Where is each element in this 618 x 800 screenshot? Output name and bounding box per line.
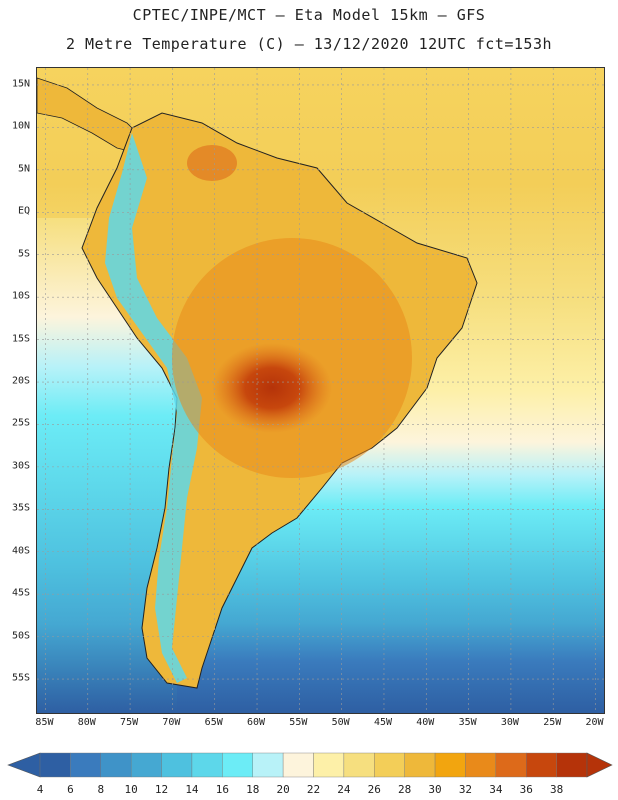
lat-tick-label: 35S [11,502,30,514]
lon-tick-label: 75W [120,717,139,728]
colorbar [7,752,613,778]
colorbar-tick-label: 16 [215,783,229,796]
lat-tick-label: 55S [11,672,30,684]
colorbar-tick-label: 10 [124,783,138,796]
lon-tick-label: 60W [246,717,266,728]
lat-tick-label: 10S [11,290,30,302]
lat-tick-label: 5N [17,163,30,175]
hot-north-venezuela [187,145,237,181]
colorbar-swatch [313,752,345,778]
lat-tick-label: 15N [11,78,30,90]
lat-tick-label: 15S [11,333,30,345]
colorbar-swatch [191,752,223,778]
colorbar-swatch [70,752,101,778]
lon-tick-label: 70W [162,717,181,728]
colorbar-tick-label: 32 [458,783,473,796]
colorbar-swatch [222,752,253,778]
lat-tick-label: 45S [11,587,30,599]
lat-tick-label: 10N [11,120,30,132]
colorbar-tick-label: 6 [67,783,74,796]
colorbar-tick-label: 20 [276,783,290,796]
lat-tick-label: 40S [11,545,30,557]
colorbar-max-arrow [586,752,613,778]
lat-tick-label: 30S [11,460,30,472]
colorbar-tick-label: 26 [367,783,381,796]
colorbar-tick-label: 22 [306,783,321,796]
colorbar-tick-label: 28 [398,783,412,796]
colorbar-tick-label: 24 [337,783,351,796]
lon-tick-label: 25W [543,717,562,728]
colorbar-swatch [252,752,284,778]
colorbar-swatch [434,752,466,778]
lon-tick-label: 50W [331,717,350,728]
lon-tick-label: 45W [373,717,392,728]
colorbar-swatch [39,752,71,778]
colorbar-tick-label: 18 [246,783,260,796]
chart-subtitle: 2 Metre Temperature (C) – 13/12/2020 12U… [65,35,553,53]
lon-tick-label: 80W [77,717,96,728]
colorbar-tick-label: 34 [489,783,503,796]
colorbar-swatch [465,752,497,778]
colorbar-tick-label: 4 [36,783,44,796]
lon-tick-label: 55W [289,717,308,728]
lat-tick-label: 20S [11,375,30,387]
lon-tick-label: 20W [585,717,604,728]
colorbar-swatch [161,752,193,778]
colorbar-tick-label: 14 [185,783,199,796]
colorbar-swatch [495,752,527,778]
colorbar-swatch [404,752,436,778]
colorbar-swatch [526,752,557,778]
colorbar-tick-label: 12 [154,783,169,796]
lon-tick-label: 40W [416,717,435,728]
lon-tick-label: 35W [458,717,477,728]
colorbar-tick-label: 8 [97,783,105,796]
lat-tick-label: EQ [17,205,30,217]
lat-tick-label: 25S [11,417,30,429]
lat-tick-label: 5S [17,248,30,260]
colorbar-swatch [374,752,405,778]
andes-cool-band [105,133,202,683]
colorbar-swatch [556,752,588,778]
colorbar-tick-label: 36 [519,783,533,796]
colorbar-swatch [100,752,132,778]
temperature-map [36,67,605,714]
lon-tick-label: 65W [204,717,223,728]
lon-tick-label: 85W [35,717,54,728]
colorbar-tick-label: 30 [428,783,442,796]
colorbar-swatch [130,752,162,778]
colorbar-min-arrow [7,752,41,778]
colorbar-swatch [343,752,375,778]
hot-core [212,343,332,433]
colorbar-swatch [282,752,314,778]
chart-title: CPTEC/INPE/MCT – Eta Model 15km – GFS [132,6,486,24]
colorbar-tick-label: 38 [549,783,564,796]
lon-tick-label: 30W [500,717,519,728]
lat-tick-label: 50S [11,630,30,642]
